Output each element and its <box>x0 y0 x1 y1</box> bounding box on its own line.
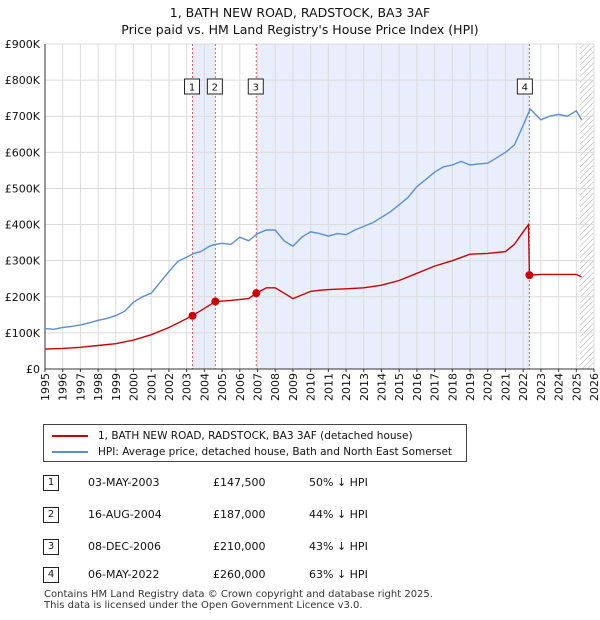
x-tick-label: 2012 <box>340 373 353 401</box>
legend-swatch-hpi <box>52 451 88 453</box>
x-tick-label: 2026 <box>588 373 600 401</box>
x-tick-label: 2021 <box>499 373 512 401</box>
x-tick-label: 2006 <box>234 373 247 401</box>
y-tick-label: £900K <box>5 38 41 51</box>
footer-attribution: Contains HM Land Registry data © Crown c… <box>44 589 433 611</box>
sale-date: 16-AUG-2004 <box>88 508 162 521</box>
sale-hpi-diff: 50% ↓ HPI <box>309 476 368 489</box>
x-tick-label: 2001 <box>145 373 158 401</box>
x-tick-label: 2020 <box>482 373 495 401</box>
sale-label-number: 2 <box>212 83 218 94</box>
y-tick-label: £600K <box>5 146 41 159</box>
shaded-period <box>256 44 530 369</box>
footer-line-1: Contains HM Land Registry data © Crown c… <box>44 589 433 600</box>
x-tick-label: 2010 <box>305 373 318 401</box>
legend: 1, BATH NEW ROAD, RADSTOCK, BA3 3AF (det… <box>43 424 467 462</box>
forecast-hatch <box>579 44 594 369</box>
sale-label-box <box>247 78 264 95</box>
price-chart: £0 £100K £200K £300K £400K £500K £600K £700K £80… <box>5 38 600 401</box>
property-price-line <box>44 222 582 350</box>
sale-label-box <box>206 78 223 95</box>
x-tick-label: 2002 <box>163 373 176 401</box>
x-tick-label: 2014 <box>375 373 388 401</box>
y-tick-label: £700K <box>5 110 41 123</box>
sale-point <box>252 289 261 298</box>
y-tick-label: £300K <box>5 255 41 268</box>
sale-number-badge: 4 <box>43 567 59 583</box>
x-tick-label: 1997 <box>74 373 87 401</box>
x-tick-label: 1995 <box>39 373 52 401</box>
x-tick-label: 2024 <box>553 373 566 401</box>
x-tick-label: 2016 <box>411 373 424 401</box>
sale-price: £210,000 <box>213 540 266 553</box>
y-tick-label: £400K <box>5 219 41 232</box>
sale-number-badge: 2 <box>43 507 59 523</box>
sale-price: £187,000 <box>213 508 266 521</box>
title-line-1: 1, BATH NEW ROAD, RADSTOCK, BA3 3AF <box>169 5 431 20</box>
legend-swatch-property <box>52 435 88 437</box>
x-tick-label: 2023 <box>535 373 548 401</box>
y-tick-label: £0 <box>26 363 40 376</box>
sale-label-number: 4 <box>522 83 528 94</box>
y-tick-label: £200K <box>5 291 41 304</box>
hpi-line <box>44 107 583 331</box>
x-tick-label: 2018 <box>446 373 459 401</box>
sale-label-box <box>184 78 201 95</box>
legend-label-hpi: HPI: Average price, detached house, Bath… <box>98 446 453 458</box>
sale-hpi-diff: 63% ↓ HPI <box>309 568 368 581</box>
x-tick-label: 2007 <box>252 373 265 401</box>
legend-label-property: 1, BATH NEW ROAD, RADSTOCK, BA3 3AF (det… <box>98 430 413 442</box>
x-tick-label: 2004 <box>198 373 211 401</box>
x-tick-label: 2017 <box>429 373 442 401</box>
y-tick-label: £100K <box>5 327 41 340</box>
x-tick-label: 2022 <box>517 373 530 401</box>
sale-number-badge: 3 <box>43 539 59 555</box>
sale-date: 06-MAY-2022 <box>88 568 160 581</box>
sale-price: £260,000 <box>213 568 266 581</box>
sale-point <box>211 297 220 306</box>
x-tick-label: 2003 <box>181 373 194 401</box>
x-tick-label: 2015 <box>393 373 406 401</box>
y-tick-label: £800K <box>5 74 41 87</box>
chart-title: 1, BATH NEW ROAD, RADSTOCK, BA3 3AF Pric… <box>0 4 600 38</box>
legend-item-hpi: HPI: Average price, detached house, Bath… <box>52 444 452 460</box>
sale-point <box>188 311 197 320</box>
y-tick-label: £500K <box>5 182 41 195</box>
x-tick-label: 2025 <box>570 373 583 401</box>
footer-line-2: This data is licensed under the Open Gov… <box>44 600 363 611</box>
title-line-2: Price paid vs. HM Land Registry's House … <box>121 22 479 37</box>
sale-point <box>525 271 534 280</box>
sale-price: £147,500 <box>213 476 266 489</box>
x-tick-label: 2011 <box>322 373 335 401</box>
x-tick-label: 1998 <box>92 373 105 401</box>
x-tick-label: 2013 <box>358 373 371 401</box>
x-tick-label: 2019 <box>464 373 477 401</box>
sale-label-number: 1 <box>189 83 195 94</box>
x-tick-label: 2000 <box>128 373 141 401</box>
x-tick-label: 2008 <box>269 373 282 401</box>
sale-date: 08-DEC-2006 <box>88 540 162 553</box>
sale-date: 03-MAY-2003 <box>88 476 160 489</box>
legend-item-property: 1, BATH NEW ROAD, RADSTOCK, BA3 3AF (det… <box>52 428 413 444</box>
x-tick-label: 2009 <box>287 373 300 401</box>
sale-label-number: 3 <box>253 83 259 94</box>
sale-hpi-diff: 43% ↓ HPI <box>309 540 368 553</box>
x-tick-label: 1999 <box>110 373 123 401</box>
sale-hpi-diff: 44% ↓ HPI <box>309 508 368 521</box>
sale-label-box <box>516 78 533 95</box>
x-tick-label: 2005 <box>216 373 229 401</box>
sale-number-badge: 1 <box>43 475 59 491</box>
x-tick-label: 1996 <box>57 373 70 401</box>
